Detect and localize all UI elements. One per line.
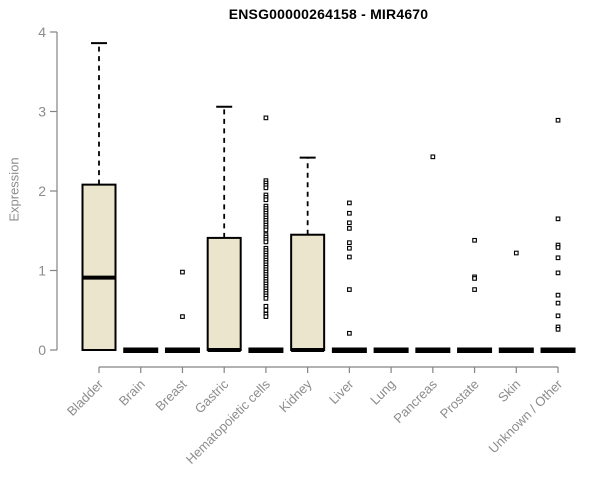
outlier-point (347, 254, 352, 260)
outlier-point (347, 240, 352, 246)
median-line (331, 347, 367, 353)
x-axis-label: Pancreas (391, 376, 441, 426)
outlier-point (263, 307, 269, 313)
outlier-point (180, 314, 185, 319)
outlier-point (263, 239, 269, 245)
outlier-point (555, 313, 561, 319)
outlier-point (263, 115, 269, 121)
outlier-point (263, 295, 269, 301)
outlier-point (180, 269, 185, 275)
outlier-point (347, 287, 352, 292)
outlier-point (472, 287, 477, 292)
outlier-point (430, 154, 436, 160)
outlier-point (555, 216, 561, 222)
median-line (248, 347, 284, 353)
outlier-point (347, 226, 352, 231)
median-line (415, 347, 451, 353)
outlier-point (263, 227, 269, 233)
outlier-point (263, 185, 269, 191)
median-line (498, 347, 534, 353)
outlier-point (555, 300, 561, 306)
box-rect (206, 236, 242, 351)
outlier-point (263, 197, 269, 203)
outlier-point (347, 220, 352, 226)
x-axis-label: Unknown / Other (486, 376, 566, 456)
median-line (164, 347, 200, 353)
outlier-point (555, 326, 561, 332)
x-axis-label: Skin (495, 377, 523, 405)
x-axis-label: Brain (116, 377, 148, 409)
outlier-point (472, 237, 477, 243)
x-axis-label: Kidney (276, 376, 315, 415)
y-axis-tick-label: 3 (38, 104, 46, 120)
x-axis-label: Breast (152, 376, 189, 413)
y-axis-tick-label: 0 (38, 342, 46, 358)
x-axis-label: Prostate (437, 377, 482, 422)
chart-title: ENSG00000264158 - MIR4670 (228, 6, 429, 22)
x-axis-label: Gastric (192, 376, 232, 416)
outlier-point (555, 270, 561, 276)
outlier-point (555, 117, 561, 123)
outlier-point (347, 200, 352, 206)
y-axis-tick-label: 4 (38, 24, 46, 40)
box-rect (290, 233, 326, 352)
outlier-point (513, 250, 519, 256)
median-line (373, 347, 409, 353)
outlier-point (347, 330, 352, 336)
outlier-point (555, 245, 561, 250)
y-axis-tick-label: 2 (38, 183, 46, 199)
x-axis-label: Lung (367, 377, 398, 408)
x-axis-label: Liver (326, 376, 357, 407)
median-line (540, 347, 576, 353)
outlier-point (263, 314, 269, 319)
median-line (457, 347, 493, 353)
box-rect (81, 183, 117, 351)
outlier-point (263, 303, 269, 309)
median-line (123, 347, 159, 353)
outlier-point (555, 292, 561, 298)
outlier-point (472, 276, 477, 281)
outlier-point (555, 255, 561, 261)
outlier-point (347, 245, 352, 251)
outlier-point (347, 210, 352, 216)
y-axis-tick-label: 1 (38, 263, 46, 279)
x-axis-label: Bladder (64, 376, 107, 419)
